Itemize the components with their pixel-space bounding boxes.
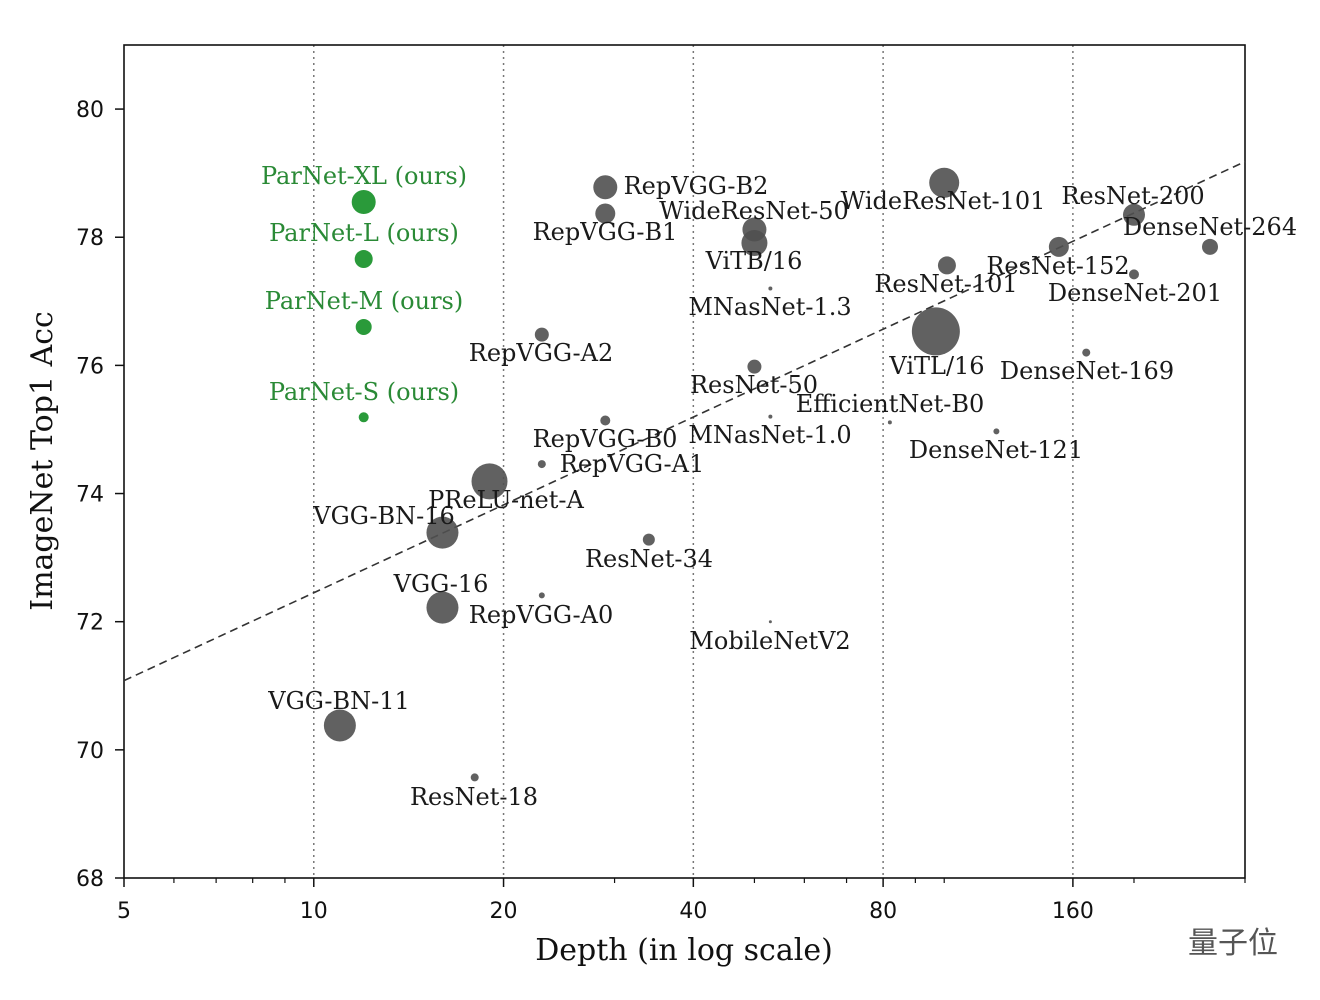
point-densenet-121: [993, 428, 1000, 435]
point-parnet-xl-ours: [351, 189, 376, 214]
label-repvgg-b2: RepVGG-B2: [624, 172, 769, 200]
label-vitb-16: ViTB/16: [705, 247, 803, 275]
label-repvgg-a0: RepVGG-A0: [469, 601, 613, 629]
y-tick-label: 76: [76, 354, 104, 379]
label-resnet-34: ResNet-34: [585, 545, 713, 573]
label-repvgg-a2: RepVGG-A2: [469, 339, 613, 367]
x-tick-label: 160: [1052, 899, 1094, 924]
x-tick-label: 10: [300, 899, 328, 924]
label-densenet-121: DenseNet-121: [909, 436, 1083, 464]
point-vitl-16: [911, 307, 960, 356]
point-parnet-s-ours: [358, 412, 369, 423]
label-vitl-16: ViTL/16: [888, 352, 984, 380]
label-mobilenetv2: MobileNetV2: [689, 627, 850, 655]
label-vgg-bn-16: VGG-BN-16: [312, 502, 455, 530]
label-wideresnet-50: WideResNet-50: [659, 197, 849, 225]
plot-frame: [123, 44, 1246, 879]
point-densenet-169: [1082, 348, 1091, 357]
label-resnet-18: ResNet-18: [410, 783, 538, 811]
label-densenet-264: DenseNet-264: [1123, 213, 1297, 241]
y-tick-label: 80: [76, 98, 104, 123]
label-parnet-s-ours: ParNet-S (ours): [269, 378, 459, 406]
label-mnasnet-1-0: MNasNet-1.0: [688, 421, 851, 449]
point-repvgg-a1: [537, 460, 546, 469]
x-tick-label: 80: [869, 899, 897, 924]
point-densenet-264: [1202, 238, 1219, 255]
label-vgg-16: VGG-16: [393, 570, 489, 598]
x-tick-label: 40: [679, 899, 707, 924]
label-parnet-l-ours: ParNet-L (ours): [269, 219, 459, 247]
point-repvgg-b2: [593, 175, 618, 200]
point-repvgg-b0: [600, 415, 611, 426]
label-repvgg-a1: RepVGG-A1: [560, 450, 704, 478]
point-resnet-152: [1048, 236, 1069, 257]
point-vgg-bn-16: [426, 516, 459, 549]
point-repvgg-b1: [595, 203, 616, 224]
label-resnet-101: ResNet-101: [874, 270, 1017, 298]
point-resnet-18: [470, 773, 479, 782]
point-prelu-net-a: [471, 463, 508, 500]
label-densenet-201: DenseNet-201: [1048, 279, 1222, 307]
point-vgg-16: [426, 591, 459, 624]
point-repvgg-a0: [538, 592, 545, 599]
label-mnasnet-1-3: MNasNet-1.3: [688, 293, 851, 321]
point-efficientnet-b0: [887, 420, 892, 425]
point-vitb-16: [741, 229, 768, 256]
y-axis-label: ImageNet Top1 Acc: [25, 311, 60, 611]
label-densenet-169: DenseNet-169: [1000, 357, 1174, 385]
y-tick-label: 74: [76, 483, 104, 508]
point-repvgg-a2: [534, 327, 549, 342]
x-tick-label: 5: [117, 899, 131, 924]
point-resnet-101: [937, 256, 956, 275]
point-resnet-200: [1122, 203, 1145, 226]
point-mnasnet-1-3: [768, 286, 773, 291]
point-vgg-bn-11: [323, 709, 356, 742]
y-tick-label: 78: [76, 226, 104, 251]
label-resnet-200: ResNet-200: [1061, 182, 1204, 210]
label-resnet-50: ResNet-50: [690, 371, 818, 399]
label-wideresnet-101: WideResNet-101: [841, 187, 1046, 215]
point-mnasnet-1-0: [768, 414, 773, 419]
point-densenet-201: [1128, 269, 1139, 280]
label-vgg-bn-11: VGG-BN-11: [267, 687, 410, 715]
x-tick-label: 20: [490, 899, 518, 924]
point-wideresnet-101: [929, 167, 960, 198]
label-parnet-xl-ours: ParNet-XL (ours): [261, 162, 467, 190]
label-repvgg-b0: RepVGG-B0: [533, 425, 678, 453]
label-repvgg-b1: RepVGG-B1: [533, 218, 678, 246]
label-efficientnet-b0: EfficientNet-B0: [796, 390, 985, 418]
point-resnet-34: [642, 533, 655, 546]
point-parnet-m-ours: [355, 318, 372, 335]
y-tick-label: 70: [76, 739, 104, 764]
point-mobilenetv2: [768, 620, 772, 624]
y-tick-label: 68: [76, 867, 104, 892]
label-parnet-m-ours: ParNet-M (ours): [265, 287, 463, 315]
point-resnet-50: [747, 359, 762, 374]
label-prelu-net-a: PReLU-net-A: [428, 486, 584, 514]
point-parnet-l-ours: [354, 250, 373, 269]
watermark: 量子位: [1188, 926, 1278, 961]
x-axis-label: Depth (in log scale): [535, 933, 833, 968]
y-tick-label: 72: [76, 611, 104, 636]
label-resnet-152: ResNet-152: [986, 252, 1129, 280]
